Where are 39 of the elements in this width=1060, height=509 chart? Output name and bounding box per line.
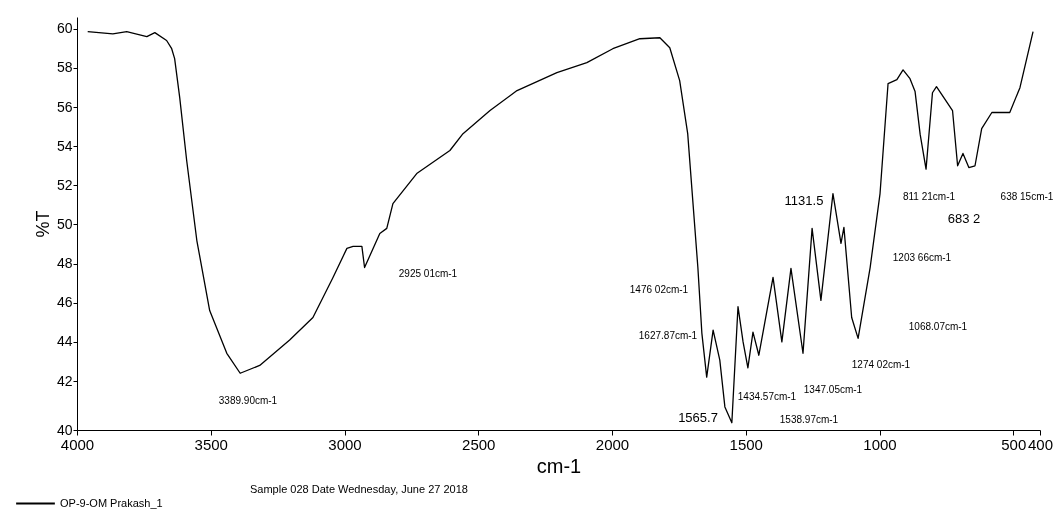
annotation: 811 21cm-1	[902, 191, 956, 202]
annotation: 1131.5	[784, 193, 824, 208]
y-axis-title: %T	[32, 210, 53, 238]
y-tick-label: 60	[56, 20, 73, 37]
x-tick-label: 2500	[462, 435, 496, 453]
y-tick-label: 48	[56, 255, 73, 272]
x-tick-label: 3500	[194, 435, 228, 453]
annotation: 1565.7	[678, 410, 718, 425]
text: Sample 028 Date Wednesday, June 27 2018	[250, 483, 468, 495]
y-tick-label: 56	[56, 98, 73, 115]
annotation: 683 2	[947, 211, 981, 226]
x-tick-label: 400	[1027, 435, 1054, 453]
annotation: 2925 01cm-1	[398, 268, 458, 279]
legend-label: OP-9-OM Prakash_1	[60, 496, 163, 509]
y-tick-label: 46	[56, 294, 73, 311]
annotation: 1476 02cm-1	[629, 284, 689, 295]
y-tick-label: 42	[56, 372, 73, 389]
x-tick-label: 2000	[595, 435, 630, 453]
y-tick-label: 52	[56, 176, 73, 193]
y-tick-label: 54	[56, 137, 73, 154]
annotation: 638 15cm-1	[1000, 191, 1054, 202]
annotation: 1274 02cm-1	[851, 359, 911, 370]
annotation: 3389.90cm-1	[218, 395, 278, 406]
annotation: 1203 66cm-1	[892, 252, 952, 263]
annotation: 1068.07cm-1	[908, 321, 968, 332]
y-tick-label: 44	[56, 333, 73, 350]
x-tick-label: 1500	[729, 435, 763, 453]
annotation: 1627.87cm-1	[638, 330, 698, 341]
x-tick-label: 3000	[328, 435, 362, 453]
x-tick-label: 1000	[863, 435, 897, 453]
x-axis-title: cm-1	[536, 454, 582, 477]
y-tick-label: 50	[56, 215, 73, 232]
x-tick-label: 500	[1001, 435, 1027, 453]
annotation: 1347.05cm-1	[803, 384, 863, 395]
y-tick-label: 58	[56, 59, 73, 76]
y-tick-label: 40	[56, 421, 73, 438]
annotation: 1538.97cm-1	[779, 414, 839, 425]
annotation: 1434.57cm-1	[737, 391, 797, 402]
x-tick-label: 4000	[60, 435, 95, 453]
